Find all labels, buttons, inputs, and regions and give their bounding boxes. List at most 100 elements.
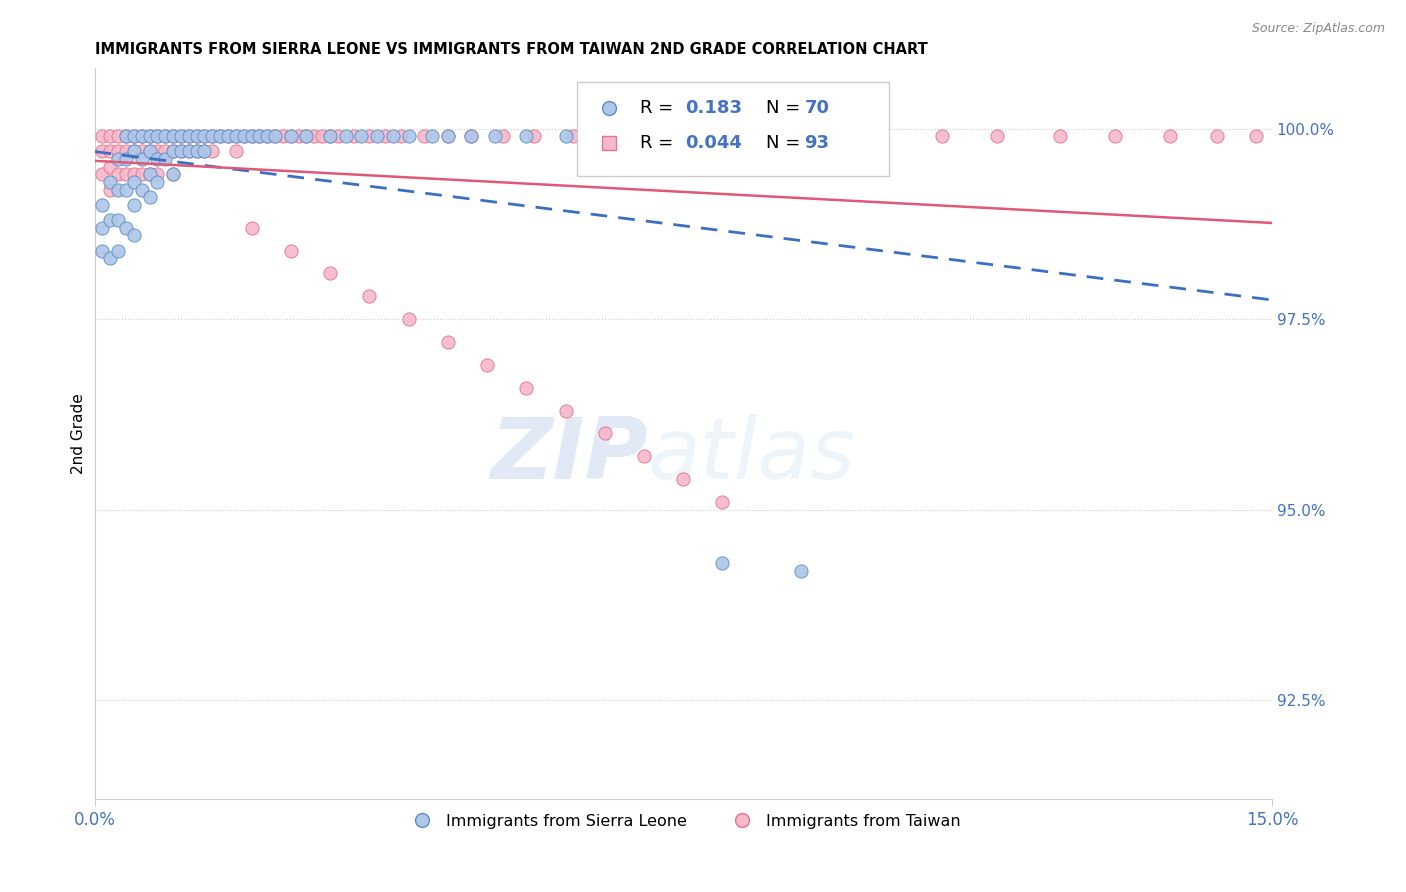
- Point: [554, 403, 576, 417]
- Point: [335, 129, 357, 144]
- Point: [280, 129, 302, 144]
- Point: [98, 251, 121, 265]
- Point: [170, 145, 193, 159]
- Point: [1244, 129, 1267, 144]
- Point: [122, 145, 145, 159]
- Text: 70: 70: [804, 99, 830, 117]
- Point: [138, 190, 160, 204]
- Point: [146, 129, 169, 144]
- Point: [98, 183, 121, 197]
- Point: [122, 198, 145, 212]
- Point: [436, 129, 458, 144]
- Point: [484, 129, 506, 144]
- Point: [256, 129, 278, 144]
- Point: [186, 145, 208, 159]
- Point: [155, 152, 177, 166]
- Point: [162, 145, 184, 159]
- Point: [342, 129, 364, 144]
- Point: [398, 129, 420, 144]
- Point: [131, 183, 153, 197]
- Point: [115, 152, 138, 166]
- Y-axis label: 2nd Grade: 2nd Grade: [72, 393, 86, 474]
- Point: [492, 129, 515, 144]
- Point: [186, 129, 208, 144]
- Point: [122, 175, 145, 189]
- Point: [280, 129, 302, 144]
- Text: N =: N =: [766, 134, 806, 152]
- Point: [217, 129, 239, 144]
- Point: [475, 358, 498, 372]
- Point: [162, 167, 184, 181]
- Point: [115, 167, 138, 181]
- Point: [225, 129, 247, 144]
- Point: [295, 129, 318, 144]
- Point: [319, 129, 342, 144]
- Point: [107, 213, 129, 227]
- Point: [515, 381, 537, 395]
- Point: [264, 129, 287, 144]
- Point: [107, 244, 129, 258]
- Point: [931, 129, 953, 144]
- Point: [138, 145, 160, 159]
- Point: [131, 129, 153, 144]
- Point: [1206, 129, 1229, 144]
- Point: [131, 167, 153, 181]
- Point: [247, 129, 270, 144]
- Point: [436, 129, 458, 144]
- Point: [381, 129, 404, 144]
- Text: 93: 93: [804, 134, 830, 152]
- Point: [398, 312, 420, 326]
- Point: [217, 129, 239, 144]
- Text: ZIP: ZIP: [491, 414, 648, 497]
- Point: [264, 129, 287, 144]
- Point: [201, 129, 224, 144]
- Point: [193, 145, 215, 159]
- Point: [287, 129, 309, 144]
- Point: [751, 129, 773, 144]
- Point: [193, 129, 215, 144]
- Point: [107, 145, 129, 159]
- Point: [515, 129, 537, 144]
- Point: [186, 145, 208, 159]
- Point: [91, 198, 114, 212]
- Point: [562, 129, 585, 144]
- Point: [240, 129, 263, 144]
- Point: [986, 129, 1008, 144]
- Point: [602, 129, 624, 144]
- Point: [193, 145, 215, 159]
- Text: atlas: atlas: [648, 414, 856, 497]
- Point: [155, 129, 177, 144]
- Point: [115, 183, 138, 197]
- Point: [146, 129, 169, 144]
- Point: [138, 129, 160, 144]
- Point: [436, 334, 458, 349]
- Point: [115, 220, 138, 235]
- Point: [91, 167, 114, 181]
- FancyBboxPatch shape: [578, 82, 889, 176]
- Point: [131, 129, 153, 144]
- Text: 0.044: 0.044: [686, 134, 742, 152]
- Point: [1159, 129, 1181, 144]
- Point: [232, 129, 254, 144]
- Point: [319, 266, 342, 280]
- Point: [389, 129, 412, 144]
- Point: [633, 129, 655, 144]
- Point: [115, 129, 138, 144]
- Point: [869, 129, 891, 144]
- Point: [107, 183, 129, 197]
- Point: [91, 129, 114, 144]
- Point: [1104, 129, 1126, 144]
- Point: [359, 129, 381, 144]
- Point: [122, 129, 145, 144]
- Point: [98, 213, 121, 227]
- Point: [115, 129, 138, 144]
- Point: [122, 145, 145, 159]
- Point: [326, 129, 349, 144]
- Point: [177, 145, 200, 159]
- Point: [91, 220, 114, 235]
- Point: [186, 129, 208, 144]
- Point: [319, 129, 342, 144]
- Point: [271, 129, 294, 144]
- Point: [420, 129, 443, 144]
- Point: [122, 167, 145, 181]
